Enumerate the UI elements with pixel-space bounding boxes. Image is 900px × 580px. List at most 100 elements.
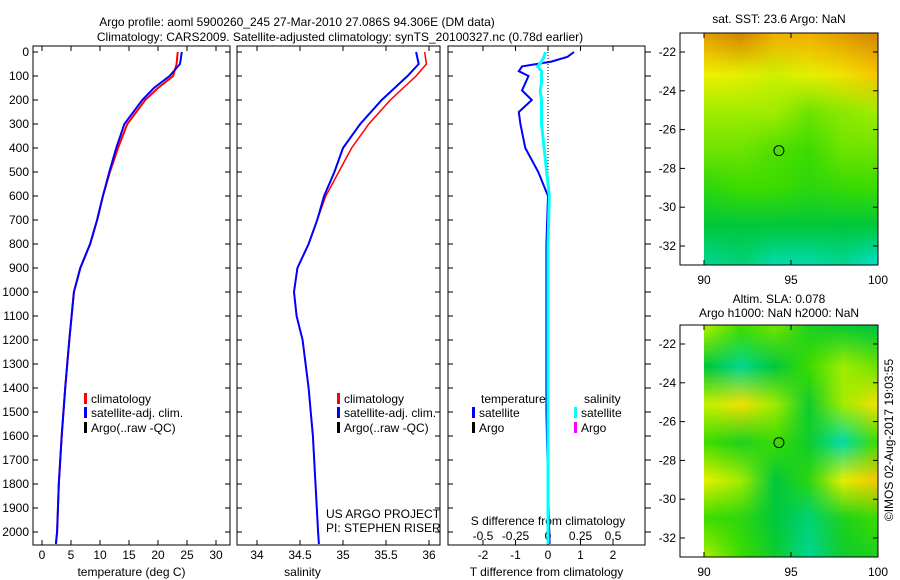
temperature-difference-line bbox=[517, 51, 575, 545]
x-tick-label: 30 bbox=[209, 548, 223, 562]
map-lat-label: -22 bbox=[659, 337, 677, 351]
map-lat-label: -26 bbox=[659, 415, 677, 429]
x2-tick-label: 0.5 bbox=[605, 529, 622, 543]
y-tick-label: 700 bbox=[9, 213, 29, 227]
x-tick-label: 5 bbox=[68, 548, 75, 562]
x-axis-label: temperature (deg C) bbox=[77, 565, 185, 579]
map-lat-label: -24 bbox=[659, 84, 677, 98]
y-tick-label: 0 bbox=[22, 45, 29, 59]
x-axis-label: T difference from climatology bbox=[470, 565, 624, 579]
map-lon-label: 90 bbox=[697, 565, 711, 579]
legend-sal-argo-label: Argo bbox=[581, 421, 607, 435]
salinity-difference-line bbox=[535, 51, 551, 544]
y-tick-label: 300 bbox=[9, 117, 29, 131]
x-tick-label: 35.5 bbox=[374, 548, 398, 562]
map-lat-label: -28 bbox=[659, 453, 677, 467]
legend-temp-satellite-swatch bbox=[472, 407, 475, 418]
x-tick-label: 35 bbox=[336, 548, 350, 562]
y-tick-label: 1300 bbox=[2, 357, 29, 371]
legend-satellite-swatch bbox=[84, 407, 87, 418]
legend-sal-satellite-swatch bbox=[574, 407, 577, 418]
y-tick-label: 1900 bbox=[2, 501, 29, 515]
y-tick-label: 800 bbox=[9, 237, 29, 251]
legend-climatology-label: climatology bbox=[91, 392, 151, 406]
map-frame bbox=[679, 32, 879, 266]
y-tick-label: 1000 bbox=[2, 285, 29, 299]
sla-map-image bbox=[704, 325, 878, 557]
legend-climatology-label: climatology bbox=[344, 392, 404, 406]
plot-frame bbox=[236, 45, 441, 546]
x-tick-label: 25 bbox=[180, 548, 194, 562]
sst-map-title: sat. SST: 23.6 Argo: NaN bbox=[712, 12, 845, 26]
x-axis-label: salinity bbox=[284, 565, 321, 579]
legend-sal-satellite-label: satellite bbox=[581, 406, 622, 420]
legend-climatology-swatch bbox=[337, 393, 340, 404]
y-tick-label: 600 bbox=[9, 189, 29, 203]
x-tick-label: 2 bbox=[610, 548, 617, 562]
legend-temperature-heading: temperature bbox=[481, 392, 546, 406]
legend-argo-label: Argo(..raw -QC) bbox=[344, 421, 429, 435]
sla-map-title: Altim. SLA: 0.078 bbox=[733, 292, 826, 306]
plot-frame bbox=[447, 45, 646, 546]
legend-temp-argo-label: Argo bbox=[479, 421, 505, 435]
temperature-satellite-line bbox=[54, 51, 183, 545]
x-tick-label: 0 bbox=[39, 548, 46, 562]
y-tick-label: 1500 bbox=[2, 405, 29, 419]
legend-salinity-heading: salinity bbox=[584, 392, 621, 406]
project-name: US ARGO PROJECT bbox=[326, 507, 441, 521]
x-tick-label: 10 bbox=[93, 548, 107, 562]
y-tick-label: 2000 bbox=[2, 525, 29, 539]
map-lat-label: -32 bbox=[659, 239, 677, 253]
legend-argo-swatch bbox=[84, 422, 87, 433]
map-lon-label: 95 bbox=[784, 565, 798, 579]
sst-map-image bbox=[704, 33, 878, 265]
legend-climatology-swatch bbox=[84, 393, 87, 404]
map-lon-label: 95 bbox=[784, 273, 798, 287]
legend-temp-satellite-label: satellite bbox=[479, 406, 520, 420]
figure-title-line2: Climatology: CARS2009. Satellite-adjuste… bbox=[97, 30, 583, 44]
x2-tick-label: -0.25 bbox=[502, 529, 530, 543]
x-tick-label: 0 bbox=[545, 548, 552, 562]
x2-tick-label: 0.25 bbox=[569, 529, 593, 543]
y-tick-label: 200 bbox=[9, 93, 29, 107]
y-tick-label: 500 bbox=[9, 165, 29, 179]
map-frame bbox=[679, 324, 879, 558]
y-tick-label: 100 bbox=[9, 69, 29, 83]
y-tick-label: 900 bbox=[9, 261, 29, 275]
map-lat-label: -28 bbox=[659, 161, 677, 175]
map-lon-label: 90 bbox=[697, 273, 711, 287]
y-tick-label: 1400 bbox=[2, 381, 29, 395]
y-tick-label: 1800 bbox=[2, 477, 29, 491]
x-tick-label: 1 bbox=[577, 548, 584, 562]
legend-temp-argo-swatch bbox=[472, 422, 475, 433]
x-tick-label: 34 bbox=[250, 548, 264, 562]
legend-argo-swatch bbox=[337, 422, 340, 433]
salinity-satellite-line bbox=[292, 51, 420, 545]
map-lon-label: 100 bbox=[868, 565, 888, 579]
plot-frame bbox=[32, 45, 231, 546]
map-lat-label: -30 bbox=[659, 492, 677, 506]
argo-position-marker bbox=[773, 145, 785, 157]
figure-title-line1: Argo profile: aoml 5900260_245 27-Mar-20… bbox=[99, 15, 495, 29]
map-lat-label: -22 bbox=[659, 45, 677, 59]
y-tick-label: 1700 bbox=[2, 453, 29, 467]
x-tick-label: 15 bbox=[122, 548, 136, 562]
y-tick-label: 1100 bbox=[3, 309, 29, 323]
legend-satellite-label: satellite-adj. clim. bbox=[344, 406, 436, 420]
map-lat-label: -24 bbox=[659, 376, 677, 390]
x-tick-label: 20 bbox=[151, 548, 165, 562]
project-pi: PI: STEPHEN RISER bbox=[326, 521, 441, 535]
x-tick-label: 34.5 bbox=[288, 548, 312, 562]
legend-satellite-label: satellite-adj. clim. bbox=[91, 406, 183, 420]
y-tick-label: 400 bbox=[9, 141, 29, 155]
y-tick-label: 1200 bbox=[2, 333, 29, 347]
sla-map-subtitle: Argo h1000: NaN h2000: NaN bbox=[699, 306, 859, 320]
legend-sal-argo-swatch bbox=[574, 422, 577, 433]
legend-argo-label: Argo(..raw -QC) bbox=[91, 421, 176, 435]
map-lon-label: 100 bbox=[868, 273, 888, 287]
y-tick-label: 1600 bbox=[2, 429, 29, 443]
x-tick-label: -2 bbox=[478, 548, 489, 562]
legend-satellite-swatch bbox=[337, 407, 340, 418]
map-lat-label: -30 bbox=[659, 200, 677, 214]
